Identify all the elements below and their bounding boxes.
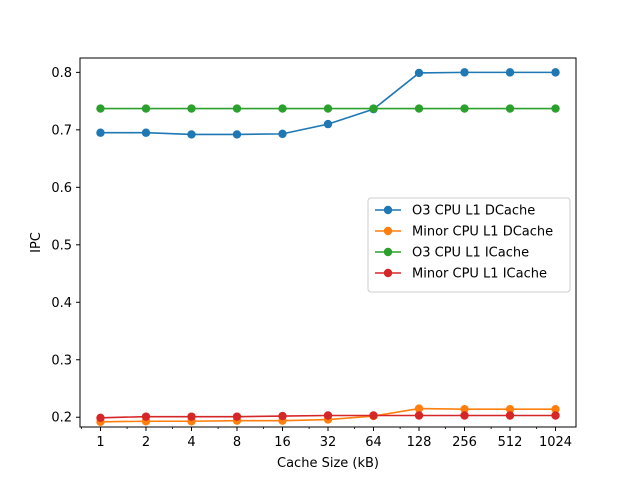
x-tick-label: 8 bbox=[233, 435, 241, 450]
legend-marker bbox=[383, 268, 393, 278]
data-point bbox=[369, 104, 378, 113]
x-tick-label: 1024 bbox=[539, 435, 572, 450]
data-point bbox=[460, 68, 469, 77]
legend-entry: O3 CPU L1 DCache bbox=[375, 204, 535, 219]
data-point bbox=[551, 104, 560, 113]
legend-marker bbox=[383, 226, 393, 236]
axes-layer: 0.2 0.3 0.4 0.5 0.6 0.7 0.8 1 2 4 8 16 32 64 128 256 512… bbox=[51, 57, 577, 450]
data-point bbox=[278, 104, 287, 113]
data-point bbox=[505, 104, 515, 113]
legend-marker bbox=[383, 205, 393, 215]
x-tick-label: 32 bbox=[320, 435, 337, 450]
series-layer bbox=[96, 68, 560, 427]
legend-marker bbox=[383, 247, 393, 257]
data-point bbox=[96, 128, 105, 137]
legend-entry: Minor CPU L1 DCache bbox=[375, 225, 553, 240]
y-axis-label: IPC bbox=[29, 232, 44, 253]
data-point bbox=[323, 411, 333, 420]
data-point bbox=[505, 411, 515, 420]
y-tick-label: 0.2 bbox=[51, 411, 72, 426]
data-point bbox=[141, 412, 151, 421]
data-point bbox=[551, 68, 560, 77]
data-point bbox=[460, 404, 469, 414]
x-tick-label: 2 bbox=[142, 435, 150, 450]
y-tick-label: 0.8 bbox=[51, 66, 72, 81]
data-point bbox=[505, 404, 515, 414]
legend-label: Minor CPU L1 ICache bbox=[412, 267, 547, 282]
data-point bbox=[551, 411, 560, 420]
data-point bbox=[369, 411, 378, 420]
x-tick-label: 1 bbox=[96, 435, 104, 450]
legend-label: O3 CPU L1 DCache bbox=[412, 204, 535, 219]
data-point bbox=[96, 104, 105, 113]
data-point bbox=[414, 104, 424, 113]
legend-label: Minor CPU L1 DCache bbox=[412, 225, 553, 240]
data-point bbox=[323, 104, 333, 113]
legend-entry: O3 CPU L1 ICache bbox=[375, 246, 529, 261]
data-point bbox=[96, 413, 105, 423]
data-point bbox=[141, 128, 151, 137]
x-tick-label: 16 bbox=[274, 435, 291, 450]
data-point bbox=[187, 104, 196, 113]
series-0 bbox=[96, 68, 560, 139]
legend-label: O3 CPU L1 ICache bbox=[412, 246, 529, 261]
data-point bbox=[505, 68, 515, 77]
data-point bbox=[187, 130, 196, 139]
x-axis-label: Cache Size (kB) bbox=[277, 456, 379, 471]
legend-box bbox=[367, 197, 571, 293]
data-point bbox=[187, 412, 196, 421]
y-tick-label: 0.4 bbox=[51, 296, 72, 311]
data-point bbox=[414, 404, 424, 413]
data-point bbox=[278, 129, 287, 139]
x-tick-label: 512 bbox=[498, 435, 523, 450]
series-3 bbox=[96, 411, 560, 423]
legend-entry: Minor CPU L1 ICache bbox=[375, 267, 547, 282]
data-point bbox=[460, 104, 469, 113]
y-tick-label: 0.7 bbox=[51, 123, 72, 138]
data-point bbox=[551, 404, 560, 414]
y-tick-label: 0.6 bbox=[51, 181, 72, 196]
x-tick-label: 4 bbox=[187, 435, 195, 450]
data-point bbox=[278, 411, 287, 421]
data-point bbox=[414, 411, 424, 420]
legend: O3 CPU L1 DCache Minor CPU L1 DCache O3 CP… bbox=[367, 197, 571, 293]
series-2 bbox=[96, 104, 560, 113]
data-point bbox=[232, 104, 242, 113]
data-point bbox=[460, 411, 469, 420]
x-tick-label: 256 bbox=[452, 435, 477, 450]
y-tick-label: 0.5 bbox=[51, 238, 72, 253]
data-point bbox=[232, 412, 242, 421]
x-tick-label: 128 bbox=[407, 435, 432, 450]
data-point bbox=[232, 130, 242, 139]
y-tick-label: 0.3 bbox=[51, 353, 72, 368]
data-point bbox=[323, 119, 333, 129]
data-point bbox=[414, 68, 424, 78]
data-point bbox=[141, 104, 151, 113]
x-tick-label: 64 bbox=[365, 435, 382, 450]
